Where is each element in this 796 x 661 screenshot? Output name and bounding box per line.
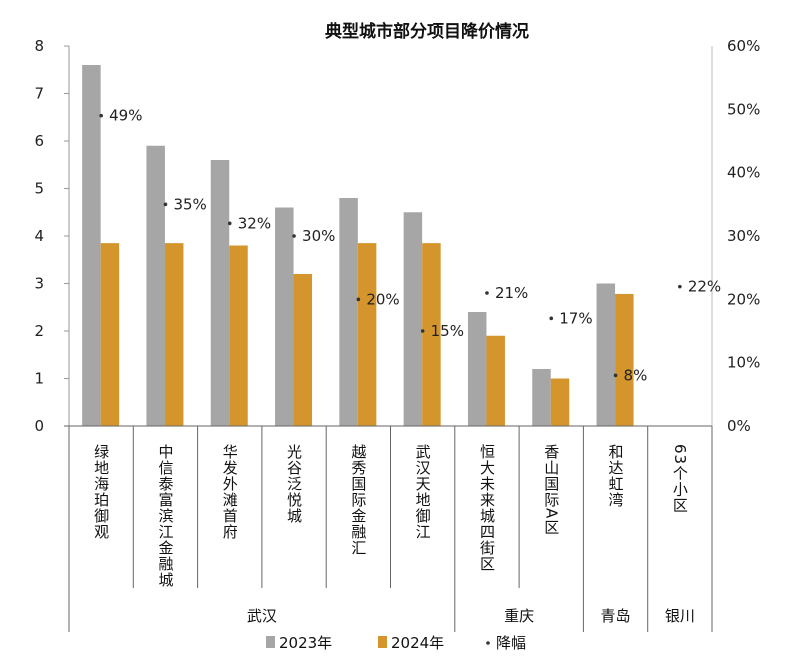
category-label: 香山国际A区 — [542, 444, 560, 535]
category-label: 绿地海珀御观 — [92, 444, 110, 540]
bar-2024年 — [615, 293, 634, 426]
left-tick-label: 8 — [34, 37, 44, 55]
chart-title: 典型城市部分项目降价情况 — [325, 21, 529, 42]
decline-marker — [420, 329, 425, 333]
decline-marker — [163, 202, 168, 207]
bar-2024年 — [422, 243, 441, 426]
decline-data-label: 22% — [688, 278, 721, 296]
legend-marker-降幅 — [486, 641, 490, 645]
decline-marker — [485, 291, 489, 295]
category-label: 光谷泛悦城 — [285, 444, 303, 524]
category-label: 恒大未来城四街区 — [478, 444, 496, 572]
category-label: 越秀国际金融汇 — [349, 444, 367, 556]
legend-label: 2023年 — [279, 634, 332, 652]
left-tick-label: 3 — [34, 275, 44, 293]
bar-2024年 — [293, 274, 313, 426]
bar-2023年 — [210, 160, 230, 426]
decline-data-label: 17% — [559, 309, 592, 327]
right-tick-label: 10% — [727, 354, 760, 372]
left-tick-label: 6 — [34, 132, 44, 150]
decline-data-label: 49% — [109, 107, 142, 125]
category-label: 和达虹湾 — [607, 444, 625, 508]
category-label: 中信泰富滨江金融城 — [156, 444, 174, 588]
group-label: 重庆 — [504, 607, 534, 625]
group-label: 武汉 — [247, 607, 277, 625]
decline-marker — [678, 284, 682, 289]
left-tick-label: 5 — [34, 180, 44, 198]
right-tick-label: 60% — [727, 37, 760, 55]
right-tick-label: 20% — [727, 290, 760, 308]
group-label: 青岛 — [601, 607, 631, 625]
right-tick-label: 50% — [727, 100, 760, 118]
decline-data-label: 30% — [302, 227, 335, 245]
category-label: 武汉天地御江 — [414, 444, 432, 540]
bar-2024年 — [100, 243, 120, 426]
bar-2023年 — [339, 198, 358, 426]
right-tick-label: 40% — [727, 164, 760, 182]
legend-label: 降幅 — [496, 634, 526, 652]
decline-data-label: 21% — [495, 284, 528, 302]
bar-2023年 — [275, 207, 294, 426]
legend-swatch-2023年 — [266, 636, 275, 648]
decline-data-label: 8% — [624, 366, 648, 384]
category-label: 华发外滩首府 — [221, 444, 239, 540]
bar-2023年 — [146, 145, 165, 426]
left-tick-label: 4 — [34, 227, 44, 245]
bar-2024年 — [486, 335, 505, 426]
bar-2023年 — [467, 312, 487, 426]
decline-data-label: 35% — [173, 195, 206, 213]
category-label: 63个小区 — [671, 444, 689, 513]
bar-2023年 — [403, 212, 423, 426]
decline-marker — [99, 113, 103, 118]
left-tick-label: 0 — [34, 417, 44, 435]
group-label: 银川 — [665, 607, 695, 625]
decline-data-label: 20% — [366, 290, 399, 308]
left-tick-label: 1 — [34, 370, 44, 388]
decline-marker — [549, 316, 554, 321]
decline-marker — [227, 221, 232, 226]
bar-2023年 — [82, 65, 101, 426]
bar-2024年 — [550, 378, 570, 426]
decline-marker — [356, 297, 361, 302]
right-tick-label: 30% — [727, 227, 760, 245]
legend-swatch-2024年 — [378, 636, 387, 648]
right-tick-label: 0% — [727, 417, 751, 435]
bar-2023年 — [532, 369, 551, 426]
bar-2024年 — [229, 245, 248, 426]
bar-2024年 — [164, 243, 184, 426]
bar-2024年 — [357, 243, 377, 426]
decline-data-label: 15% — [431, 322, 464, 340]
left-tick-label: 7 — [34, 85, 44, 103]
decline-data-label: 32% — [238, 214, 271, 232]
left-tick-label: 2 — [34, 322, 44, 340]
legend-label: 2024年 — [391, 634, 444, 652]
decline-marker — [292, 234, 296, 238]
bar-2023年 — [596, 283, 616, 426]
decline-marker — [613, 373, 618, 378]
